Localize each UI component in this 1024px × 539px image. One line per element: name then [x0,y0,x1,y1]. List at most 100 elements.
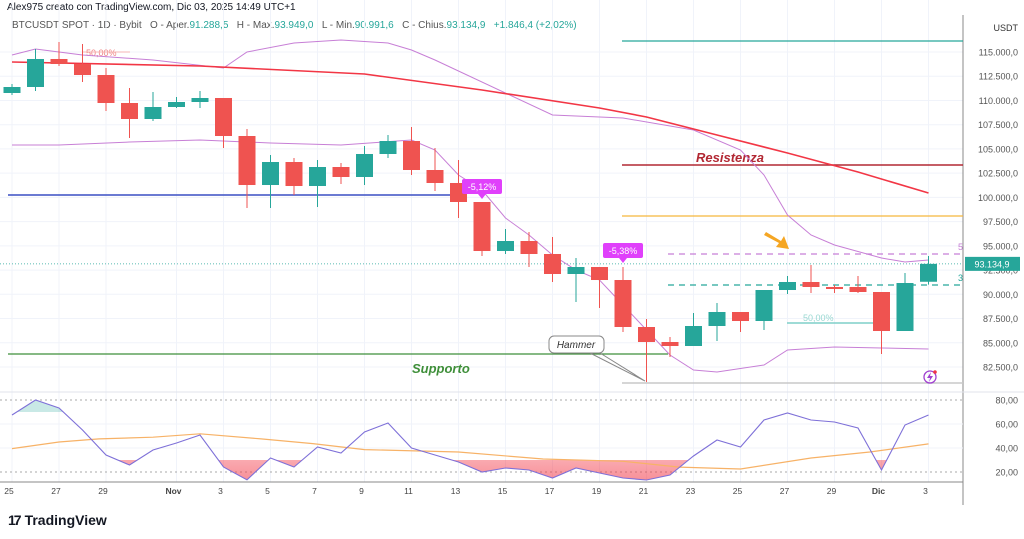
candle-body[interactable] [685,326,702,347]
date-axis-label: Nov [165,486,181,496]
low-label: L - Min. [321,20,355,31]
bollinger-lower-line [12,139,929,373]
candle-body[interactable] [144,107,162,119]
hammer-callout-box [548,335,605,354]
candle-body[interactable] [520,241,538,254]
symbol-legend[interactable]: BTCUSDT SPOT · 1D · Bybit O - Aper.91.28… [12,20,577,31]
date-axis-label: 13 [451,486,461,496]
candle-body[interactable] [591,267,608,281]
date-axis-label: 27 [51,486,61,496]
candle-body[interactable] [191,97,209,102]
moving-average-line [11,61,929,194]
price-axis-label: 100.000,0 [978,193,1018,203]
candle-body[interactable] [567,267,585,274]
tradingview-logo-icon: 17 [8,512,22,528]
currency-label: USDT [994,23,1019,33]
candle-body[interactable] [755,290,773,322]
candle-body[interactable] [379,141,397,154]
drop-badge: -5,12% [468,182,497,192]
chart-credit: Alex975 creato con TradingView.com, Dic … [7,2,296,13]
price-axis-label: 107.500,0 [978,120,1018,130]
date-axis-label: 15 [498,486,508,496]
date-axis-label: 7 [312,486,317,496]
candle-body[interactable] [309,167,326,187]
price-axis-label: 97.500,0 [983,217,1018,227]
candle-body[interactable] [403,141,420,171]
candle-body[interactable] [802,282,820,287]
price-axis-label: 115.000,0 [979,48,1018,58]
date-axis-label: 11 [404,486,413,496]
rsi-axis-label: 40,00 [995,444,1018,454]
candle-body[interactable] [332,167,350,177]
price-axis-label: 112.500,0 [979,72,1018,82]
candle-body[interactable] [285,162,303,187]
price-axis-label: 85.000,0 [983,338,1018,348]
bollinger-upper-line [11,39,929,263]
date-axis-label: 9 [359,486,364,496]
fib-tag: 3 [958,273,963,283]
candle-body[interactable] [497,241,514,252]
candle-body[interactable] [97,75,115,103]
candle-body[interactable] [121,102,138,119]
candle-body[interactable] [779,282,796,291]
date-axis-label: 29 [827,486,837,496]
price-axis-label: 82.500,0 [983,362,1018,372]
high-value: 93.949,0 [274,20,314,31]
symbol-name[interactable]: BTCUSDT SPOT · 1D · Bybit [12,20,142,31]
lightning-icon[interactable] [923,370,937,384]
drop-badge: -5,38% [609,246,638,256]
candle-body[interactable] [168,102,185,107]
tradingview-logo[interactable]: 17 TradingView [8,512,107,528]
rsi-axis-label: 20,00 [995,468,1018,478]
candle-body[interactable] [638,327,655,342]
date-axis-label: 25 [733,486,743,496]
candle-body[interactable] [262,162,279,186]
candle-body[interactable] [426,170,444,183]
candle-body[interactable] [708,312,726,327]
date-axis-label: 21 [639,486,649,496]
date-axis-label: 5 [265,486,270,496]
date-axis-label: 3 [218,486,223,496]
rsi-axis-label: 80,00 [995,396,1018,406]
current-price-value: 93.134,9 [974,259,1009,269]
price-axis-label: 87.500,0 [983,314,1018,324]
candle-body[interactable] [614,280,632,327]
candle-body[interactable] [215,97,232,137]
notification-dot [933,370,937,374]
candle-body[interactable] [3,87,21,93]
hammer-callout-pointer [589,352,646,382]
date-axis-label: 29 [98,486,108,496]
candle-body[interactable] [356,153,373,177]
price-axis-label: 102.500,0 [978,169,1018,179]
drop-badge-pointer [619,258,627,263]
short-teal-label: 50,00% [803,313,834,323]
resistance-label: Resistenza [696,150,764,165]
candle-body[interactable] [896,283,914,332]
candle-body[interactable] [74,63,91,76]
candle-body[interactable] [661,342,679,347]
arrow-down-icon [764,232,789,249]
candle-body[interactable] [920,263,937,282]
candle-body[interactable] [732,312,749,322]
date-axis-label: 19 [592,486,602,496]
price-chart[interactable]: 115.000,0 112.500,0 110.000,0 107.500,0 105.… [0,0,1024,505]
date-axis-label: Dic [872,486,886,496]
candle-body[interactable] [50,58,68,64]
candle-body[interactable] [873,292,890,332]
rsi-ma-line [11,433,929,470]
high-label: H - Max. [236,20,275,31]
rsi-axis-label: 60,00 [995,420,1018,430]
fib-50-label: 50,00% [86,48,117,58]
price-axis-label: 95.000,0 [983,241,1018,251]
date-axis-label: 25 [4,486,14,496]
candle-body[interactable] [849,287,867,292]
drop-badge-box [603,243,643,258]
candle-body[interactable] [826,287,843,289]
candle-body[interactable] [27,58,44,87]
candle-body[interactable] [544,253,561,274]
candle-body[interactable] [473,202,491,252]
date-axis-label: 3 [923,486,928,496]
logo-text: TradingView [24,512,107,528]
candle-body[interactable] [238,136,256,186]
current-price-tag [965,256,1020,271]
